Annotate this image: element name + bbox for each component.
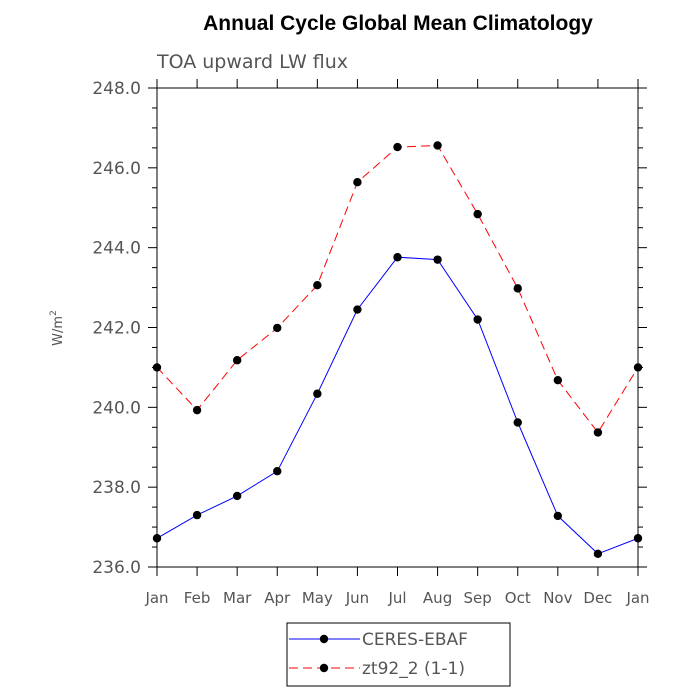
- x-tick-label: Nov: [543, 589, 572, 607]
- x-tick-label: Jun: [345, 589, 369, 607]
- y-tick-label: 236.0: [92, 558, 141, 578]
- y-axis-label: W/m: [51, 316, 66, 346]
- x-tick-label: May: [302, 589, 333, 607]
- data-point: [353, 305, 362, 314]
- data-point: [433, 255, 442, 264]
- data-point: [633, 534, 643, 543]
- data-point: [433, 141, 442, 150]
- data-point: [313, 389, 322, 398]
- legend-marker-2: [319, 663, 329, 673]
- data-point: [553, 375, 563, 385]
- svg-text:W/m2: W/m2: [49, 310, 66, 346]
- series-line: [156, 144, 639, 434]
- series-layer: [152, 141, 643, 559]
- data-point: [513, 284, 522, 293]
- series-1: [152, 253, 643, 559]
- y-tick-label: 242.0: [92, 319, 141, 339]
- data-point: [232, 356, 242, 365]
- legend-label-1: CERES-EBAF: [362, 630, 468, 650]
- data-point: [353, 178, 362, 187]
- y-tick-label: 244.0: [92, 239, 141, 259]
- x-tick-label: Sep: [464, 589, 492, 607]
- data-point: [473, 315, 482, 324]
- x-tick-label: Aug: [423, 589, 452, 607]
- chart-subtitle: TOA upward LW flux: [156, 51, 348, 73]
- x-tick-label: Oct: [505, 589, 531, 607]
- axis-ticks: [148, 79, 647, 576]
- legend-label-2: zt92_2 (1-1): [362, 659, 465, 679]
- y-axis-title: W/m2: [49, 310, 66, 346]
- x-tick-label: Mar: [223, 589, 252, 607]
- y-tick-label: 246.0: [92, 159, 141, 179]
- series-line: [156, 256, 639, 555]
- legend-marker-1: [319, 634, 329, 644]
- plot-area-frame: [156, 87, 639, 568]
- y-tick-label: 238.0: [92, 478, 141, 498]
- x-tick-label: Dec: [583, 589, 612, 607]
- series-2: [152, 141, 643, 437]
- data-point: [232, 491, 242, 501]
- data-point: [192, 405, 202, 415]
- x-tick-label: Jan: [625, 589, 649, 607]
- data-point: [152, 363, 162, 372]
- data-point: [273, 323, 282, 333]
- data-point: [393, 253, 402, 262]
- data-point: [273, 467, 282, 476]
- x-tick-label: Jul: [387, 589, 406, 607]
- legend: CERES-EBAF zt92_2 (1-1): [289, 630, 468, 679]
- y-tick-labels: 236.0 238.0 240.0 242.0 244.0 246.0 248.0: [92, 79, 141, 578]
- x-tick-label: Jan: [144, 589, 168, 607]
- data-point: [393, 142, 402, 152]
- x-tick-label: Apr: [264, 589, 291, 607]
- data-point: [593, 428, 603, 437]
- data-point: [473, 209, 482, 219]
- data-point: [152, 534, 162, 543]
- x-tick-label: Feb: [184, 589, 211, 607]
- y-tick-label: 248.0: [92, 79, 141, 99]
- data-point: [313, 280, 322, 290]
- data-point: [192, 510, 202, 520]
- y-tick-label: 240.0: [92, 398, 141, 418]
- data-point: [633, 363, 643, 372]
- data-point: [513, 418, 522, 427]
- data-point: [553, 511, 563, 521]
- x-tick-labels: Jan Feb Mar Apr May Jun Jul Aug Sep Oct Nov Dec Jan: [144, 589, 649, 607]
- legend-box: [286, 622, 511, 687]
- y-axis-label-superscript: 2: [49, 310, 59, 316]
- chart-title: Annual Cycle Global Mean Climatology: [203, 12, 593, 35]
- data-point: [593, 549, 603, 559]
